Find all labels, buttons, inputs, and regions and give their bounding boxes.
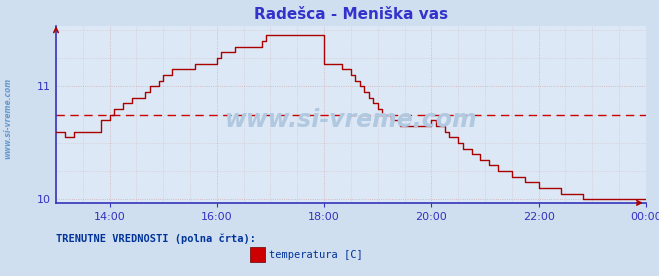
Text: temperatura [C]: temperatura [C]	[269, 250, 362, 260]
Text: www.si-vreme.com: www.si-vreme.com	[3, 78, 13, 159]
Text: TRENUTNE VREDNOSTI (polna črta):: TRENUTNE VREDNOSTI (polna črta):	[56, 233, 256, 244]
Title: Radešca - Meniška vas: Radešca - Meniška vas	[254, 7, 448, 22]
Text: www.si-vreme.com: www.si-vreme.com	[225, 108, 477, 132]
